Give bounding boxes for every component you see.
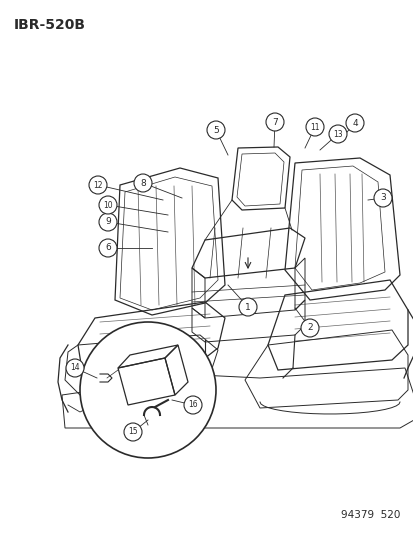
Circle shape: [124, 423, 142, 441]
Text: 12: 12: [93, 181, 102, 190]
Text: 3: 3: [379, 193, 385, 203]
Text: 5: 5: [213, 125, 218, 134]
Text: 4: 4: [351, 118, 357, 127]
Circle shape: [266, 113, 283, 131]
Text: 6: 6: [105, 244, 111, 253]
Text: 10: 10: [103, 200, 112, 209]
Circle shape: [99, 196, 117, 214]
Circle shape: [373, 189, 391, 207]
Text: 8: 8: [140, 179, 145, 188]
Circle shape: [80, 322, 216, 458]
Circle shape: [206, 121, 224, 139]
Circle shape: [328, 125, 346, 143]
Text: 9: 9: [105, 217, 111, 227]
Circle shape: [99, 213, 117, 231]
Text: 2: 2: [306, 324, 312, 333]
Circle shape: [183, 396, 202, 414]
Text: 14: 14: [70, 364, 80, 373]
Text: 1: 1: [244, 303, 250, 311]
Text: 94379  520: 94379 520: [340, 510, 399, 520]
Text: 15: 15: [128, 427, 138, 437]
Circle shape: [99, 239, 117, 257]
Circle shape: [134, 174, 152, 192]
Text: 7: 7: [271, 117, 277, 126]
Circle shape: [305, 118, 323, 136]
Text: 13: 13: [332, 130, 342, 139]
Text: 11: 11: [309, 123, 319, 132]
Circle shape: [345, 114, 363, 132]
Circle shape: [300, 319, 318, 337]
Circle shape: [89, 176, 107, 194]
Circle shape: [66, 359, 84, 377]
Text: IBR-520B: IBR-520B: [14, 18, 86, 32]
Circle shape: [238, 298, 256, 316]
Text: 16: 16: [188, 400, 197, 409]
